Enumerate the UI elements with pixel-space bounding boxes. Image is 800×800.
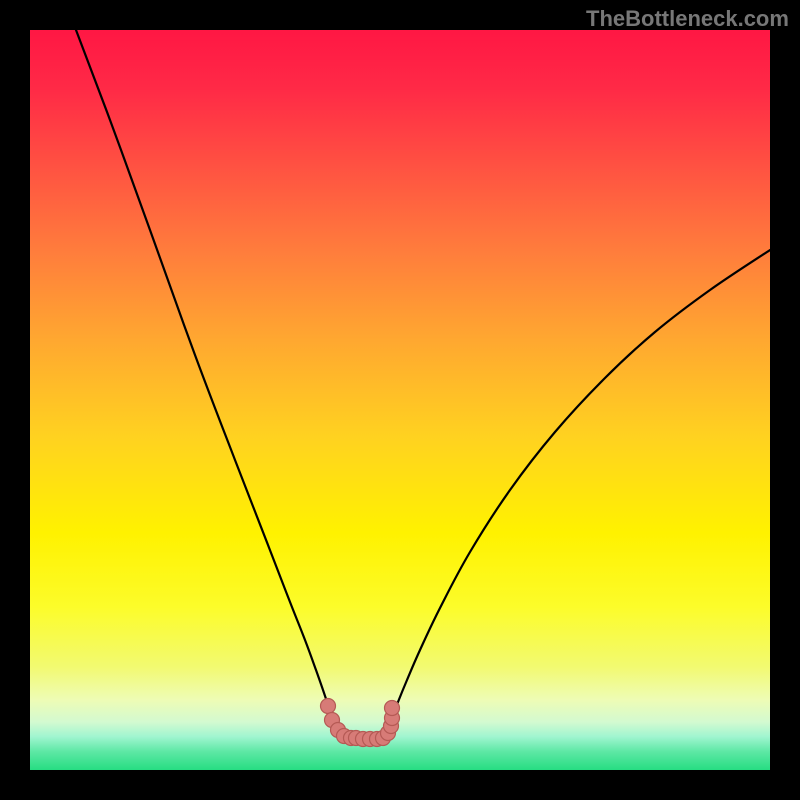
- marker-right-4: [385, 701, 400, 716]
- bottleneck-chart: [0, 0, 800, 800]
- gradient-background: [30, 30, 770, 770]
- marker-left-0: [321, 699, 336, 714]
